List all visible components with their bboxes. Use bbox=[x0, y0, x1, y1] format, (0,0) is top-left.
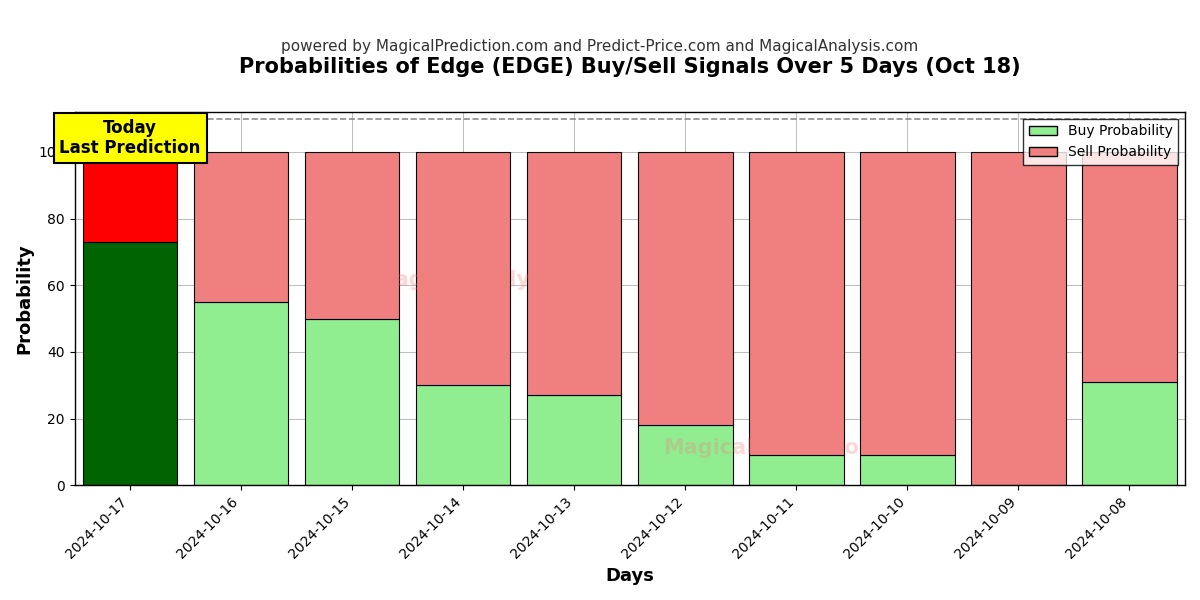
Text: powered by MagicalPrediction.com and Predict-Price.com and MagicalAnalysis.com: powered by MagicalPrediction.com and Pre… bbox=[281, 39, 919, 54]
Bar bbox=[83, 152, 178, 242]
Bar bbox=[971, 152, 1066, 485]
Text: MagicalAnalysis.com: MagicalAnalysis.com bbox=[374, 270, 619, 290]
Bar bbox=[194, 302, 288, 485]
Bar bbox=[527, 152, 622, 395]
Bar bbox=[860, 455, 955, 485]
Bar bbox=[638, 152, 732, 425]
Bar bbox=[749, 455, 844, 485]
Legend: Buy Probability, Sell Probability: Buy Probability, Sell Probability bbox=[1024, 119, 1178, 165]
Y-axis label: Probability: Probability bbox=[16, 243, 34, 354]
Bar bbox=[416, 385, 510, 485]
Text: MagicalPrediction.com: MagicalPrediction.com bbox=[662, 438, 930, 458]
Bar bbox=[416, 152, 510, 385]
Bar bbox=[638, 425, 732, 485]
Bar bbox=[305, 319, 400, 485]
Bar bbox=[527, 395, 622, 485]
Text: Today
Last Prediction: Today Last Prediction bbox=[60, 119, 200, 157]
Bar bbox=[194, 152, 288, 302]
X-axis label: Days: Days bbox=[605, 567, 654, 585]
Bar bbox=[1082, 152, 1177, 382]
Bar bbox=[749, 152, 844, 455]
Bar bbox=[83, 242, 178, 485]
Bar bbox=[305, 152, 400, 319]
Bar bbox=[1082, 382, 1177, 485]
Bar bbox=[860, 152, 955, 455]
Title: Probabilities of Edge (EDGE) Buy/Sell Signals Over 5 Days (Oct 18): Probabilities of Edge (EDGE) Buy/Sell Si… bbox=[239, 57, 1021, 77]
